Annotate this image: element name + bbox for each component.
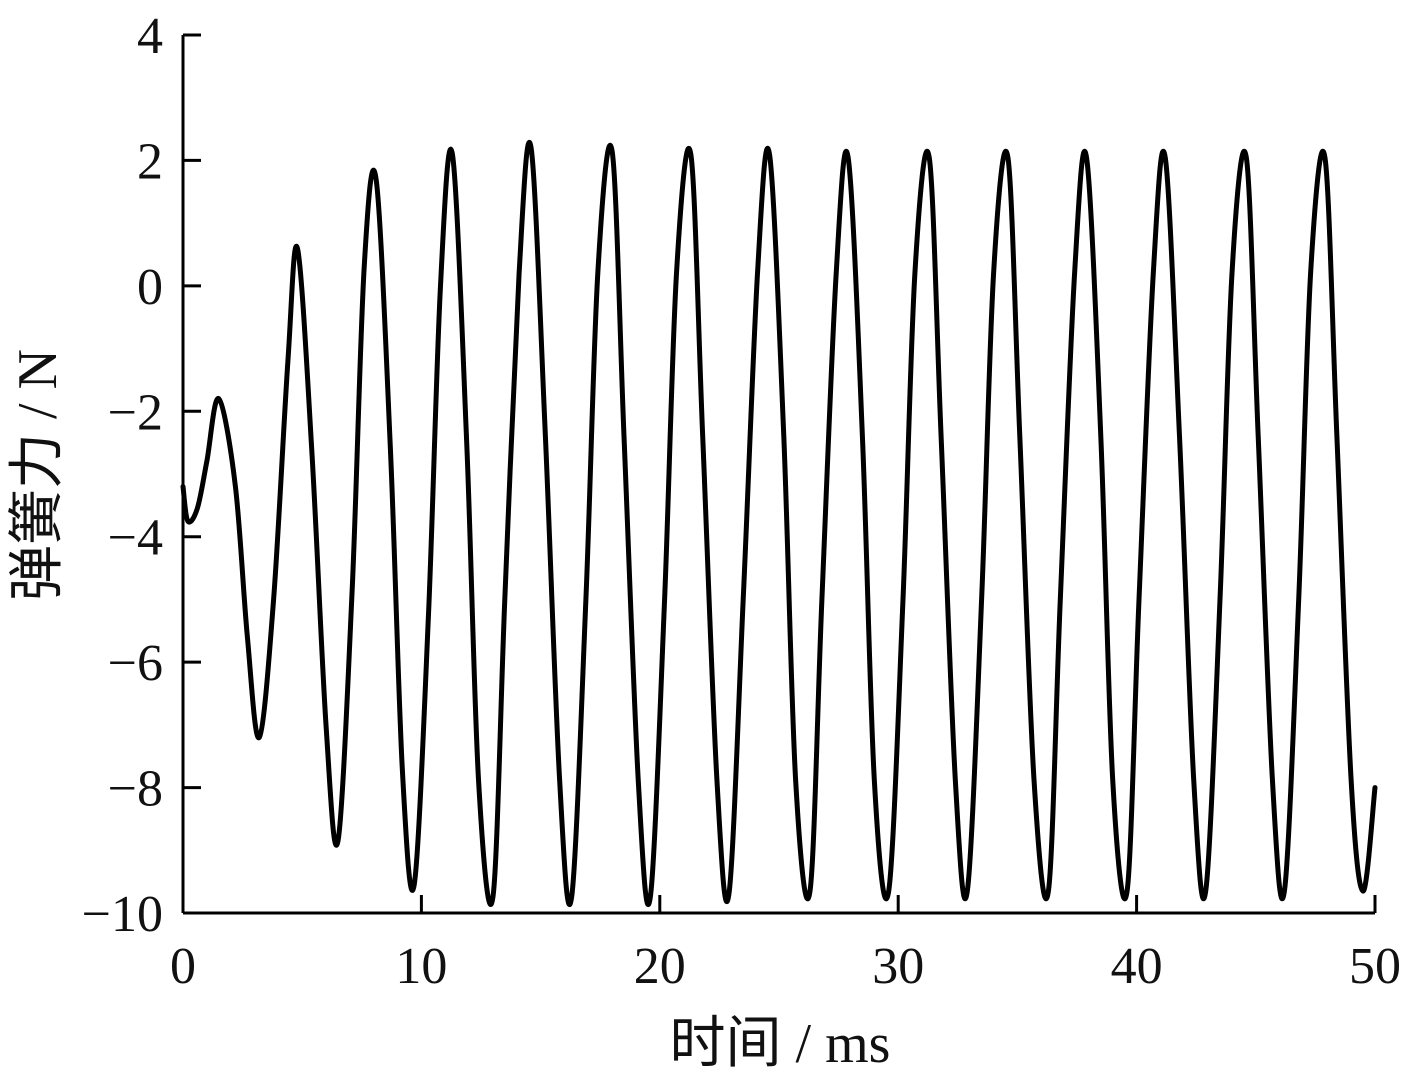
y-tick-label: 2 [137, 133, 163, 190]
x-tick-label: 20 [634, 938, 686, 995]
y-tick-label: −2 [108, 384, 163, 441]
spring-force-series-line [180, 139, 1378, 907]
x-tick-label: 40 [1111, 938, 1163, 995]
x-axis-title: 时间 / ms [670, 1013, 891, 1075]
y-tick-label: −4 [108, 510, 163, 567]
x-tick-label: 10 [395, 938, 447, 995]
y-tick-label: −6 [108, 635, 163, 692]
y-tick-label: −8 [108, 761, 163, 818]
x-tick-label: 0 [170, 938, 196, 995]
y-axis-title: 弹簧力 / N [7, 349, 69, 601]
y-axis-ticks: 4 2 0 −2 −4 −6 −8 −10 [82, 8, 201, 943]
x-tick-label: 50 [1349, 938, 1401, 995]
y-tick-label: 4 [137, 8, 163, 65]
x-tick-label: 30 [872, 938, 924, 995]
y-tick-label: −10 [82, 886, 163, 943]
x-axis-ticks: 0 10 20 30 40 50 [170, 895, 1401, 995]
y-tick-label: 0 [137, 259, 163, 316]
